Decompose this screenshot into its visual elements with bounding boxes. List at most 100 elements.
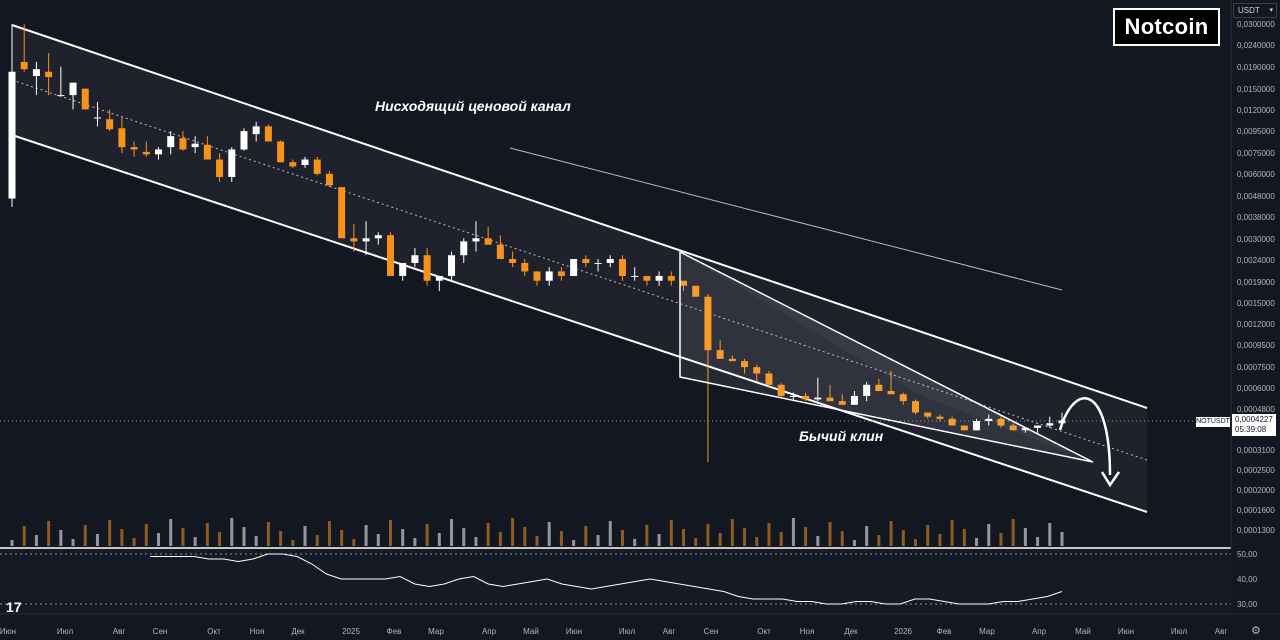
candle-body — [753, 367, 761, 374]
x-tick-label: Сен — [704, 627, 719, 636]
candle-body — [338, 187, 346, 239]
price-axis[interactable]: 0,0300000 0,0240000 0,0190000 0,0150000 0,01… — [1230, 0, 1275, 609]
candle-body — [875, 384, 883, 392]
candle-body — [106, 119, 114, 130]
osc-tick-label: 50,00 — [1237, 550, 1258, 559]
volume-bar — [975, 538, 979, 546]
candle-body — [570, 259, 578, 276]
candle-body — [1046, 423, 1054, 426]
volume-bar — [962, 529, 966, 546]
candle-body — [997, 418, 1005, 426]
volume-bar — [926, 525, 930, 546]
candle-body — [167, 136, 175, 148]
volume-bar — [804, 527, 808, 546]
volume-bar — [511, 518, 515, 546]
volume-bar — [706, 524, 710, 546]
osc-tick-label: 30,00 — [1237, 600, 1258, 609]
volume-bar — [205, 523, 209, 546]
volume-bar — [852, 540, 856, 546]
candle-body — [521, 262, 529, 272]
volume-bar — [865, 526, 869, 546]
candle-body — [45, 71, 53, 78]
volume-bar — [364, 525, 368, 546]
volume-bar — [10, 540, 14, 546]
chevron-down-icon[interactable]: ▾ — [1269, 7, 1273, 14]
candle-body — [741, 361, 749, 368]
volume-bar — [718, 533, 722, 546]
candle-body — [301, 159, 309, 165]
candle-body — [350, 238, 358, 242]
y-tick-label: 0,0007500 — [1237, 363, 1275, 372]
candle-body — [631, 275, 639, 277]
symbol-tag: NOTUSDT — [1196, 417, 1230, 427]
volume-bar — [47, 521, 51, 546]
volume-bar — [694, 538, 698, 546]
candle-body — [557, 271, 565, 276]
oscillator-pane — [0, 547, 1231, 614]
volume-bar — [327, 521, 331, 546]
y-tick-label: 0,0060000 — [1237, 170, 1275, 179]
x-tick-label: Мар — [428, 627, 444, 636]
volume-bar — [608, 521, 612, 546]
volume-bar — [498, 532, 502, 546]
candle-body — [362, 238, 370, 242]
volume-bar — [877, 535, 881, 546]
candle-body — [765, 373, 773, 385]
candle-body — [826, 397, 834, 402]
candle-body — [985, 418, 993, 422]
osc-tick-label: 40,00 — [1237, 575, 1258, 584]
candle-body — [216, 159, 224, 177]
volume-bar — [486, 523, 490, 546]
volume-bar — [132, 538, 136, 546]
y-tick-label: 0,0009500 — [1237, 341, 1275, 350]
oscillator-bg — [0, 548, 1231, 614]
candle-body — [802, 395, 810, 400]
y-tick-label: 0,0019000 — [1237, 278, 1275, 287]
y-tick-label: 0,0095000 — [1237, 127, 1275, 136]
y-tick-label: 0,0003100 — [1237, 446, 1275, 455]
candle-body — [8, 71, 16, 199]
time-axis[interactable]: Июн Июл Авг Сен Окт Ноя Дек 2025 Фев Мар Апр Май Июн… — [0, 613, 1280, 636]
candle-body — [81, 88, 89, 110]
candle-body — [618, 259, 626, 276]
candle-body — [948, 418, 956, 426]
volume-bar — [730, 519, 734, 546]
candle-body — [960, 425, 968, 431]
candle-body — [594, 262, 602, 264]
x-tick-label: Сен — [153, 627, 168, 636]
candle-body — [277, 141, 285, 163]
volume-bar — [218, 532, 222, 546]
currency-selector[interactable]: USDT ▾ — [1233, 3, 1277, 18]
candle-body — [496, 244, 504, 260]
candle-body — [643, 275, 651, 281]
candle-body — [289, 162, 297, 167]
volume-bar — [828, 522, 832, 546]
x-tick-label: Май — [1075, 627, 1091, 636]
volume-bar — [242, 527, 246, 546]
gear-icon[interactable]: ⚙ — [1251, 624, 1261, 637]
volume-bar — [169, 519, 173, 546]
volume-bar — [230, 518, 234, 546]
volume-bar — [193, 537, 197, 546]
volume-bar — [437, 533, 441, 546]
candle-body — [460, 241, 468, 256]
volume-bar — [633, 539, 637, 546]
candle-body — [680, 280, 688, 286]
arrow-head-icon — [1100, 471, 1121, 488]
volume-bar — [669, 520, 673, 546]
volume-bar — [816, 536, 820, 546]
candle-body — [423, 255, 431, 281]
candle-body — [20, 61, 28, 70]
x-tick-label: Июн — [0, 627, 16, 636]
candle-body — [924, 412, 932, 417]
volume-bar — [559, 531, 563, 546]
channel-label: Нисходящий ценовой канал — [375, 98, 571, 114]
candle-body — [863, 384, 871, 396]
tradingview-icon[interactable]: 17 — [6, 599, 22, 615]
volume-bar — [901, 530, 905, 546]
channel-lower-line — [11, 134, 1148, 513]
oscillator-line — [150, 553, 1063, 605]
volume-bar — [413, 538, 417, 546]
y-tick-label: 0,0002500 — [1237, 466, 1275, 475]
